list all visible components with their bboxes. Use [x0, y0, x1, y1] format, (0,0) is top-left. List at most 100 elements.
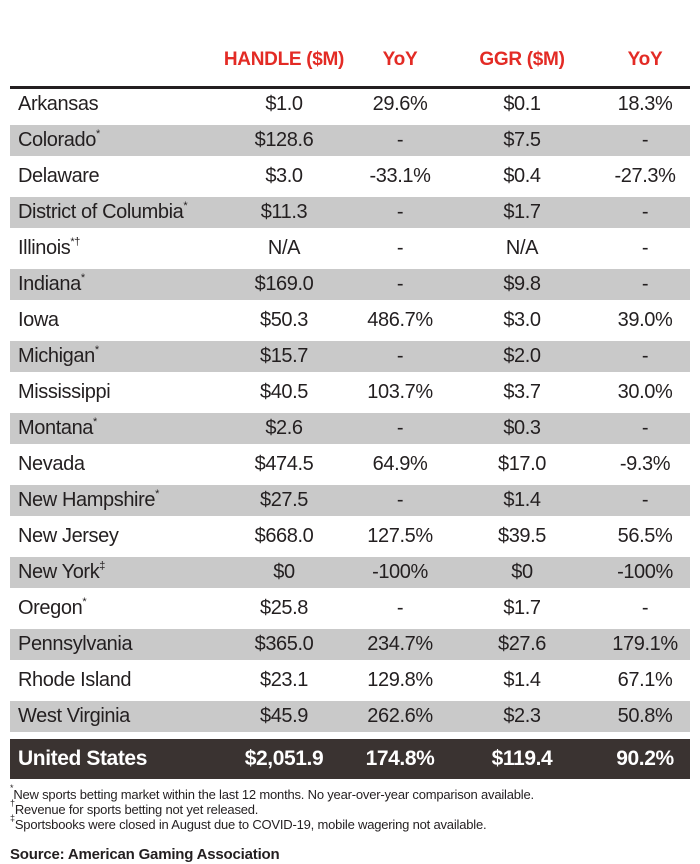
col-header-ggr-yoy: YoY — [627, 49, 663, 70]
ggr-yoy-cell: -9.3% — [619, 453, 671, 475]
ggr-yoy-cell: 67.1% — [617, 669, 673, 691]
handle-yoy-cell: 127.5% — [367, 525, 433, 547]
handle-cell: $3.0 — [265, 165, 303, 187]
ggr-yoy-cell: -27.3% — [614, 165, 676, 187]
total-handle-cell: $2,051.9 — [244, 747, 324, 770]
ggr-yoy-cell: - — [641, 273, 649, 295]
handle-yoy-cell: 129.8% — [367, 669, 433, 691]
handle-cell: $474.5 — [254, 453, 314, 475]
table-row: Arkansas $1.0 29.6% $0.1 18.3% — [10, 89, 690, 125]
handle-cell: $27.5 — [259, 489, 309, 511]
handle-yoy-cell: - — [396, 129, 404, 151]
table-row: West Virginia $45.9 262.6% $2.3 50.8% — [10, 701, 690, 737]
state-cell: Mississippi — [18, 381, 111, 403]
handle-cell: N/A — [267, 237, 301, 259]
col-header-handle: HANDLE ($M) — [223, 49, 345, 70]
ggr-cell: $0 — [511, 561, 533, 583]
ggr-cell: $3.7 — [503, 381, 541, 403]
state-cell: Iowa — [18, 309, 59, 331]
ggr-yoy-cell: - — [641, 489, 649, 511]
table-row: Montana* $2.6 - $0.3 - — [10, 413, 690, 449]
ggr-yoy-cell: 179.1% — [612, 633, 678, 655]
handle-cell: $25.8 — [259, 597, 309, 619]
ggr-yoy-cell: 18.3% — [617, 93, 673, 115]
col-header-handle-yoy: YoY — [382, 49, 418, 70]
handle-yoy-cell: - — [396, 201, 404, 223]
source-line: Source: American Gaming Association — [10, 846, 280, 863]
handle-cell: $50.3 — [259, 309, 309, 331]
state-cell: Delaware — [18, 165, 100, 187]
table-row: District of Columbia* $11.3 - $1.7 - — [10, 197, 690, 233]
handle-cell: $15.7 — [259, 345, 309, 367]
ggr-yoy-cell: - — [641, 129, 649, 151]
ggr-yoy-cell: 39.0% — [617, 309, 673, 331]
handle-yoy-cell: - — [396, 345, 404, 367]
ggr-yoy-cell: - — [641, 345, 649, 367]
ggr-cell: $1.4 — [503, 489, 541, 511]
table-body: Arkansas $1.0 29.6% $0.1 18.3% Colorado* $128.… — [10, 89, 690, 737]
ggr-cell: $0.1 — [503, 93, 541, 115]
handle-cell: $40.5 — [259, 381, 309, 403]
ggr-yoy-cell: - — [641, 597, 649, 619]
handle-yoy-cell: -100% — [372, 561, 428, 583]
ggr-cell: $1.7 — [503, 201, 541, 223]
state-cell: Colorado* — [18, 128, 100, 151]
col-header-ggr: GGR ($M) — [479, 49, 565, 70]
ggr-cell: $27.6 — [497, 633, 547, 655]
ggr-cell: $0.4 — [503, 165, 541, 187]
handle-yoy-cell: 103.7% — [367, 381, 433, 403]
ggr-cell: $2.3 — [503, 705, 541, 727]
state-cell: Nevada — [18, 453, 85, 475]
ggr-yoy-cell: -100% — [617, 561, 673, 583]
handle-cell: $365.0 — [254, 633, 314, 655]
ggr-cell: $1.7 — [503, 597, 541, 619]
ggr-cell: $9.8 — [503, 273, 541, 295]
total-handle-yoy-cell: 174.8% — [365, 747, 435, 770]
table-header-row: HANDLE ($M) YoY GGR ($M) YoY — [10, 0, 690, 86]
state-footnote-marker: * — [80, 272, 85, 285]
table-row: Michigan* $15.7 - $2.0 - — [10, 341, 690, 377]
ggr-cell: $17.0 — [497, 453, 547, 475]
footnote-marker: ‡ — [10, 813, 15, 824]
ggr-yoy-cell: 56.5% — [617, 525, 673, 547]
total-ggr-cell: $119.4 — [491, 747, 553, 770]
table-row: Colorado* $128.6 - $7.5 - — [10, 125, 690, 161]
state-cell: District of Columbia* — [18, 200, 188, 223]
handle-cell: $23.1 — [259, 669, 309, 691]
handle-yoy-cell: - — [396, 237, 404, 259]
state-cell: New York‡ — [18, 560, 106, 583]
state-cell: Michigan* — [18, 344, 99, 367]
total-label: United States — [18, 747, 147, 770]
state-cell: Montana* — [18, 416, 97, 439]
ggr-cell: N/A — [505, 237, 539, 259]
ggr-yoy-cell: - — [641, 237, 649, 259]
footnote-line: †Revenue for sports betting not yet rele… — [10, 798, 259, 817]
state-cell: New Hampshire* — [18, 488, 159, 511]
ggr-yoy-cell: 30.0% — [617, 381, 673, 403]
handle-yoy-cell: 234.7% — [367, 633, 433, 655]
footnotes: *New sports betting market within the la… — [10, 783, 690, 832]
handle-cell: $668.0 — [254, 525, 314, 547]
ggr-yoy-cell: 50.8% — [617, 705, 673, 727]
handle-cell: $2.6 — [265, 417, 303, 439]
table-row: New Jersey $668.0 127.5% $39.5 56.5% — [10, 521, 690, 557]
total-row: United States $2,051.9 174.8% $119.4 90.… — [10, 739, 690, 779]
state-footnote-marker: * — [93, 416, 97, 429]
state-cell: Indiana* — [18, 272, 85, 295]
ggr-yoy-cell: - — [641, 417, 649, 439]
header-rule — [10, 86, 690, 89]
handle-yoy-cell: 64.9% — [372, 453, 428, 475]
footnote-line: *New sports betting market within the la… — [10, 783, 534, 802]
handle-yoy-cell: - — [396, 597, 404, 619]
state-cell: West Virginia — [18, 705, 130, 727]
table-row: Pennsylvania $365.0 234.7% $27.6 179.1% — [10, 629, 690, 665]
handle-cell: $1.0 — [265, 93, 303, 115]
state-footnote-marker: * — [155, 488, 159, 501]
footnote-line: ‡Sportsbooks were closed in August due t… — [10, 813, 487, 832]
handle-yoy-cell: 486.7% — [367, 309, 433, 331]
handle-cell: $11.3 — [260, 201, 308, 223]
state-cell: Pennsylvania — [18, 633, 133, 655]
state-cell: Rhode Island — [18, 669, 132, 691]
table-row: New York‡ $0 -100% $0 -100% — [10, 557, 690, 593]
